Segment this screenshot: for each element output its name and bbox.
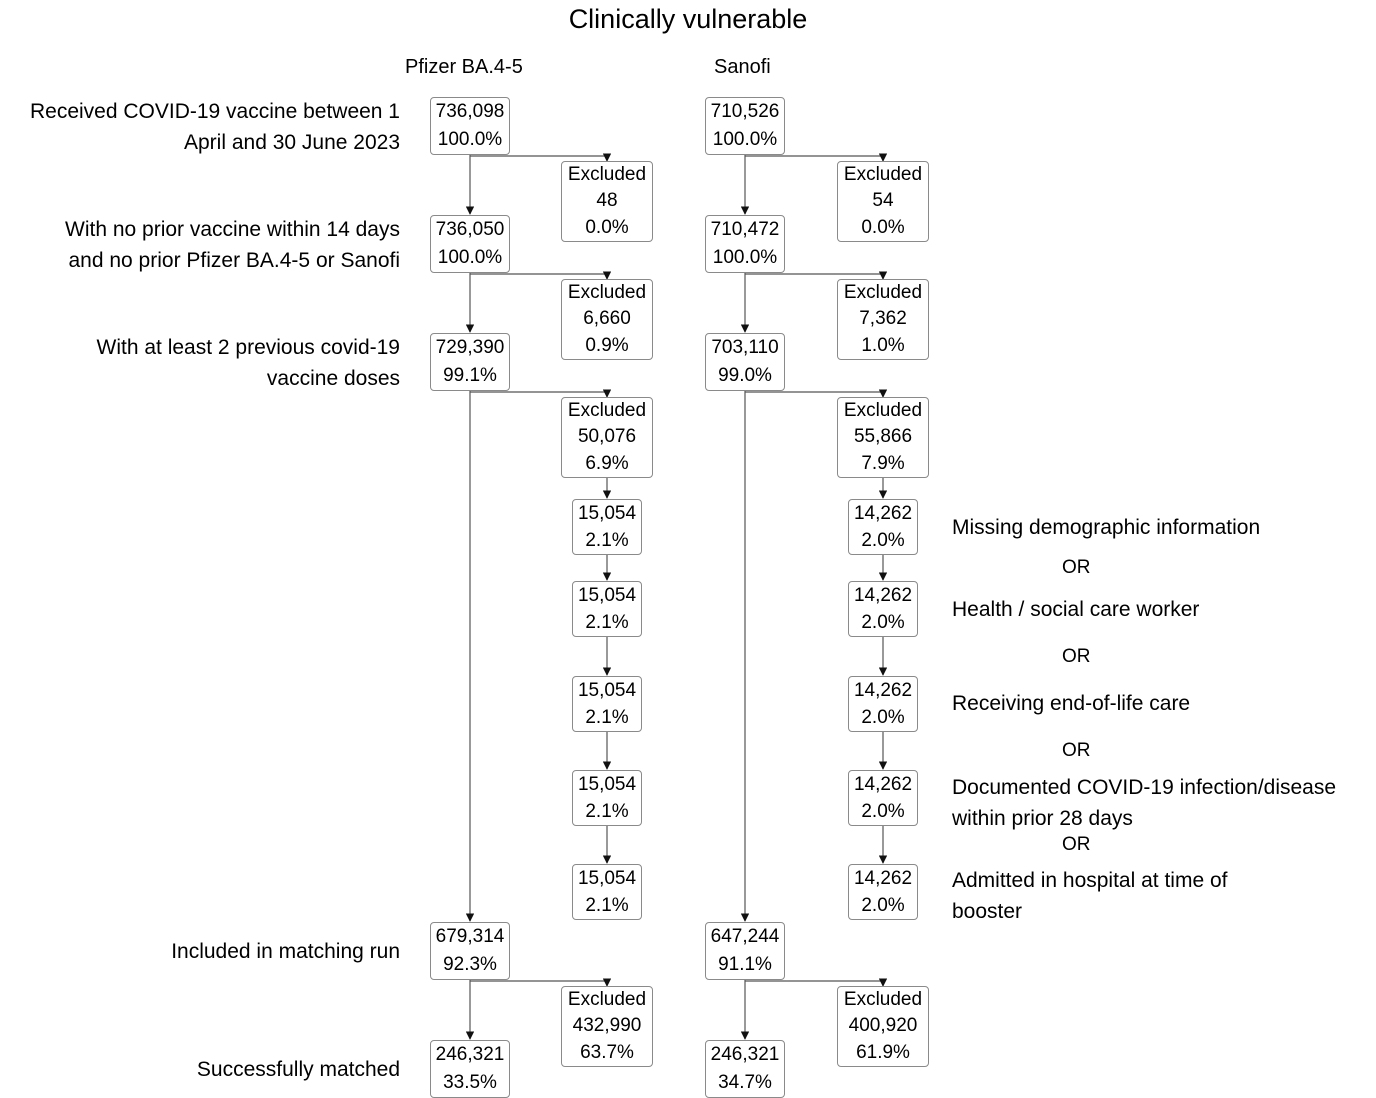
pfizer-excluded-box-1: Excluded 48 0.0% xyxy=(561,161,653,242)
sanofi-excluded-box-2: Excluded 7,362 1.0% xyxy=(837,279,929,360)
sanofi-excluded-box-4: Excluded 400,920 61.9% xyxy=(837,986,929,1067)
stage-label-matched: Successfully matched xyxy=(196,1058,400,1081)
stage-label-no-prior: With no prior vaccine within 14 days and … xyxy=(65,218,400,272)
pfizer-sub-box-3: 15,054 2.1% xyxy=(572,676,642,732)
sanofi-excluded-box-1: Excluded 54 0.0% xyxy=(837,161,929,242)
diagram-title: Clinically vulnerable xyxy=(568,4,808,34)
or-label-2: OR xyxy=(1062,646,1091,667)
pfizer-excluded-box-2: Excluded 6,660 0.9% xyxy=(561,279,653,360)
pfizer-sub-box-2: 15,054 2.1% xyxy=(572,581,642,637)
pfizer-box-included: 679,314 92.3% xyxy=(430,922,510,980)
reason-health-care-worker: Health / social care worker xyxy=(952,598,1200,621)
pfizer-box-two-doses: 729,390 99.1% xyxy=(430,333,510,391)
or-label-4: OR xyxy=(1062,834,1091,855)
reason-covid-infection: Documented COVID-19 infection/disease wit… xyxy=(952,776,1337,830)
or-label-1: OR xyxy=(1062,557,1091,578)
sanofi-sub-box-1: 14,262 2.0% xyxy=(848,499,918,555)
column-header-pfizer: Pfizer BA.4-5 xyxy=(405,56,523,78)
pfizer-sub-box-5: 15,054 2.1% xyxy=(572,864,642,920)
column-header-sanofi: Sanofi xyxy=(714,56,771,78)
pfizer-box-matched: 246,321 33.5% xyxy=(430,1040,510,1098)
sanofi-sub-box-5: 14,262 2.0% xyxy=(848,864,918,920)
sanofi-box-received: 710,526 100.0% xyxy=(705,97,785,155)
sanofi-sub-box-3: 14,262 2.0% xyxy=(848,676,918,732)
sanofi-box-included: 647,244 91.1% xyxy=(705,922,785,980)
pfizer-box-received: 736,098 100.0% xyxy=(430,97,510,155)
or-label-3: OR xyxy=(1062,740,1091,761)
reason-missing-demographic: Missing demographic information xyxy=(952,516,1261,539)
pfizer-excluded-box-3: Excluded 50,076 6.9% xyxy=(561,397,653,478)
sanofi-sub-box-4: 14,262 2.0% xyxy=(848,770,918,826)
sanofi-box-two-doses: 703,110 99.0% xyxy=(705,333,785,391)
reason-end-of-life-care: Receiving end-of-life care xyxy=(952,692,1191,715)
stage-label-included: Included in matching run xyxy=(171,940,400,963)
pfizer-sub-box-4: 15,054 2.1% xyxy=(572,770,642,826)
stage-label-received: Received COVID-19 vaccine between 1 April… xyxy=(29,100,400,154)
sanofi-box-no-prior: 710,472 100.0% xyxy=(705,215,785,273)
pfizer-excluded-box-4: Excluded 432,990 63.7% xyxy=(561,986,653,1067)
sanofi-sub-box-2: 14,262 2.0% xyxy=(848,581,918,637)
stage-label-two-doses: With at least 2 previous covid-19 vaccine… xyxy=(96,336,400,390)
sanofi-excluded-box-3: Excluded 55,866 7.9% xyxy=(837,397,929,478)
pfizer-sub-box-1: 15,054 2.1% xyxy=(572,499,642,555)
pfizer-box-no-prior: 736,050 100.0% xyxy=(430,215,510,273)
sanofi-box-matched: 246,321 34.7% xyxy=(705,1040,785,1098)
reason-hospital-admission: Admitted in hospital at time of booster xyxy=(952,869,1228,923)
